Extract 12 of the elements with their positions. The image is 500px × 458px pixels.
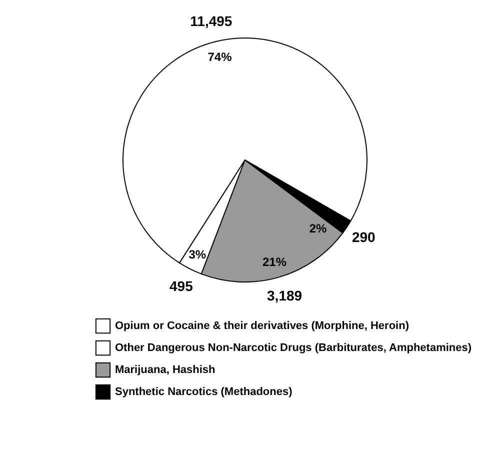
legend-label: Other Dangerous Non-Narcotic Drugs (Barbiturates, Amphetamines): [115, 342, 472, 354]
data-label: 11,495: [190, 13, 232, 30]
text: 3%: [188, 248, 206, 262]
data-label: 3,189: [267, 287, 302, 304]
text: 74%: [208, 50, 232, 64]
text: 21%: [262, 254, 287, 269]
legend-label: Synthetic Narcotics (Methadones): [115, 386, 293, 398]
legend-label: Marijuana, Hashish: [115, 364, 216, 376]
legend-label: Opium or Cocaine & their derivatives (Morphine, Heroin): [115, 320, 410, 332]
text: 2%: [309, 221, 327, 236]
data-label: 290: [352, 229, 376, 246]
data-label: 495: [170, 278, 194, 294]
